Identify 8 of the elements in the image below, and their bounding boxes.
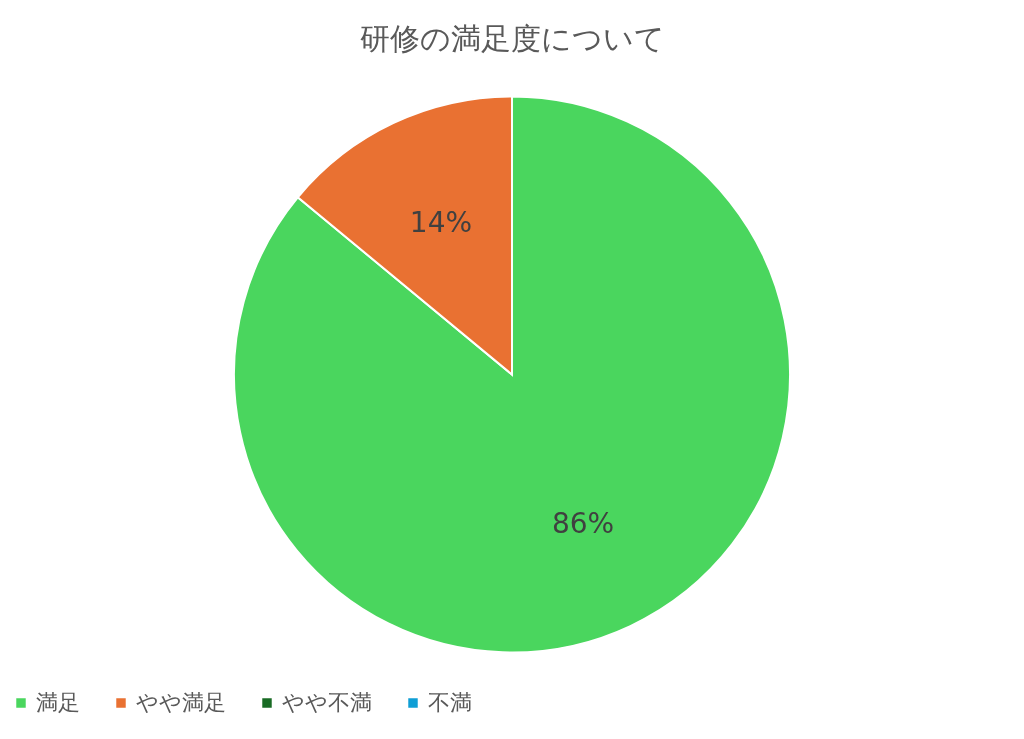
- legend-label: やや満足: [136, 690, 226, 715]
- legend-label: 満足: [36, 690, 80, 715]
- legend-label: 不満: [428, 690, 472, 715]
- chart-title: 研修の満足度について: [359, 21, 665, 56]
- legend-label: やや不満: [282, 690, 372, 715]
- data-label: 14%: [409, 205, 473, 239]
- pie-slice: [233, 95, 791, 654]
- data-label: 86%: [551, 507, 615, 541]
